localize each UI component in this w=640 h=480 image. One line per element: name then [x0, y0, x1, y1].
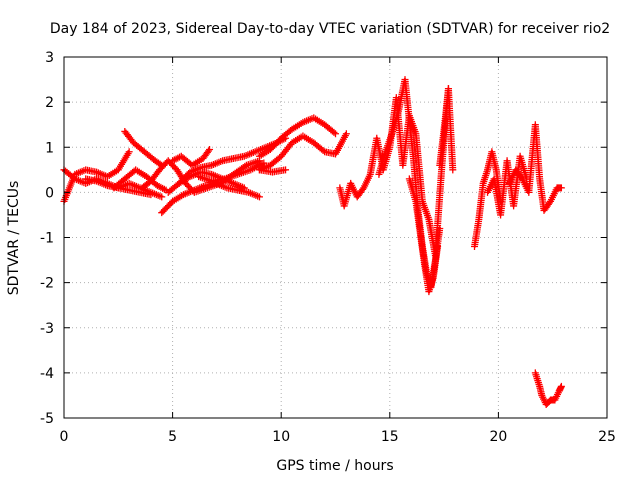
data-point — [255, 193, 263, 201]
series-sat-g — [158, 179, 263, 217]
data-points — [60, 76, 565, 408]
x-tick-label: 20 — [489, 429, 507, 445]
data-point — [282, 166, 290, 174]
data-point — [557, 382, 565, 390]
x-tick-label: 5 — [168, 429, 177, 445]
y-tick-label: -2 — [40, 276, 54, 292]
series-sat-n — [255, 166, 290, 176]
data-point — [557, 184, 565, 192]
x-tick-label: 15 — [381, 429, 399, 445]
data-point — [332, 130, 339, 138]
series-sat-q — [405, 175, 442, 296]
x-tick-label: 10 — [272, 429, 290, 445]
series-sat-r — [436, 85, 457, 174]
data-point — [260, 159, 268, 167]
data-point — [204, 147, 212, 155]
data-point — [330, 128, 338, 136]
series-sat-i — [169, 146, 214, 169]
chart-title: Day 184 of 2023, Sidereal Day-to-day VTE… — [50, 21, 610, 37]
data-point — [125, 148, 133, 156]
data-point — [319, 146, 327, 154]
data-point — [240, 184, 248, 192]
y-tick-label: 1 — [45, 140, 54, 156]
data-point — [206, 146, 214, 154]
y-tick-label: -4 — [40, 366, 54, 382]
y-tick-label: -5 — [40, 411, 54, 427]
x-axis-label: GPS time / hours — [276, 458, 393, 474]
series-sat-l — [255, 114, 339, 160]
series-sat-t — [484, 152, 531, 219]
series-sat-v — [531, 369, 565, 408]
data-point — [158, 193, 166, 201]
data-point — [342, 130, 350, 138]
series-sat-e — [121, 127, 166, 169]
data-point — [434, 243, 442, 251]
data-point — [436, 224, 444, 232]
series-sat-u — [505, 121, 565, 214]
y-tick-label: 0 — [45, 185, 54, 201]
x-tick-label: 0 — [60, 429, 69, 445]
x-tick-label: 25 — [598, 429, 616, 445]
y-tick-label: -1 — [40, 231, 54, 247]
y-tick-label: 3 — [45, 50, 54, 66]
axis-ticks: 0 5 10 15 20 25 -5 -4 -3 -2 -1 0 1 2 3 — [40, 50, 616, 445]
y-axis-label: SDTVAR / TECUs — [6, 181, 22, 296]
data-point — [449, 166, 457, 174]
series-sat-k — [195, 159, 268, 185]
series-sat-c — [82, 175, 166, 201]
y-tick-label: -3 — [40, 321, 54, 337]
y-tick-label: 2 — [45, 95, 54, 111]
